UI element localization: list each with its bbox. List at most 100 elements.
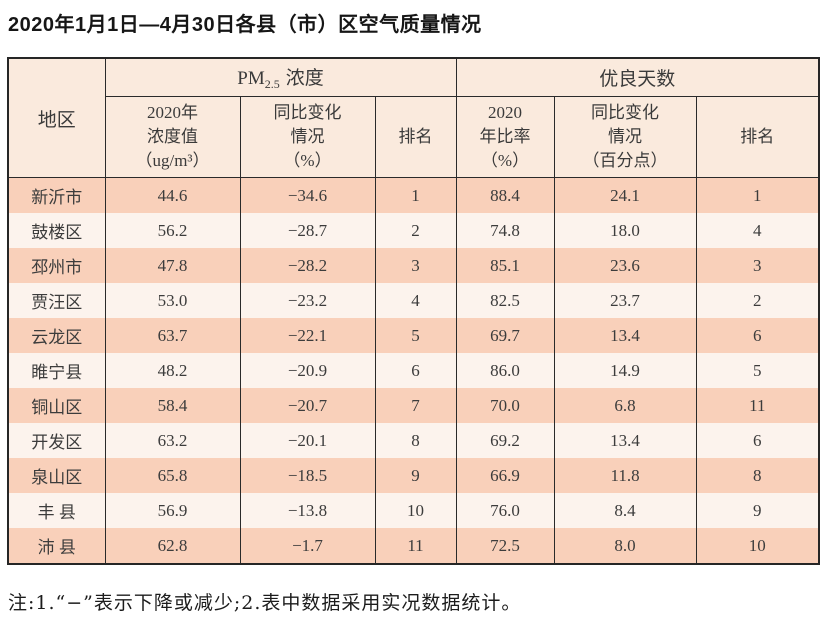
air-quality-table: 地区 PM2.5 浓度 优良天数 2020年 浓度值 （ug/m³） 同比变化 情…	[7, 57, 821, 565]
header-pm-rank: 排名	[374, 96, 457, 178]
table-row: 铜山区 58.4 −20.7 7 70.0 6.8 11	[7, 388, 820, 423]
header-region: 地区	[7, 58, 106, 178]
header-group-row: 地区 PM2.5 浓度 优良天数	[7, 58, 820, 178]
pm-value-cell: 56.2	[104, 213, 241, 248]
pm-group-suffix: 浓度	[285, 68, 324, 89]
pm-change-cell: −20.1	[239, 423, 376, 458]
region-cell: 邳州市	[7, 248, 106, 283]
region-cell: 云龙区	[7, 318, 106, 353]
good-ratio-cell: 69.2	[455, 423, 555, 458]
pm-change-cell: −20.7	[239, 388, 376, 423]
good-rank-cell: 6	[695, 423, 820, 458]
footnote: 注:1.“−”表示下降或减少;2.表中数据采用实况数据统计。	[8, 592, 522, 614]
table-header: 地区 PM2.5 浓度 优良天数 2020年 浓度值 （ug/m³） 同比变化 情…	[7, 58, 820, 178]
region-cell: 铜山区	[7, 388, 106, 423]
good-change-cell: 14.9	[553, 353, 697, 388]
table-row: 云龙区 63.7 −22.1 5 69.7 13.4 6	[7, 318, 820, 353]
pm-change-cell: −20.9	[239, 353, 376, 388]
table-row: 泉山区 65.8 −18.5 9 66.9 11.8 8	[7, 458, 820, 493]
header-good-ratio: 2020 年比率 （%）	[455, 96, 555, 178]
pm-label: PM	[237, 68, 265, 89]
pm-change-cell: −1.7	[239, 528, 376, 564]
good-rank-cell: 3	[695, 248, 820, 283]
pm-value-cell: 44.6	[104, 177, 241, 213]
pm-rank-cell: 8	[374, 423, 457, 458]
good-ratio-cell: 85.1	[455, 248, 555, 283]
pm-change-cell: −22.1	[239, 318, 376, 353]
pm-rank-cell: 4	[374, 283, 457, 318]
good-ratio-cell: 66.9	[455, 458, 555, 493]
region-cell: 睢宁县	[7, 353, 106, 388]
header-pm-value: 2020年 浓度值 （ug/m³）	[104, 96, 241, 178]
good-change-cell: 24.1	[553, 177, 697, 213]
good-change-cell: 11.8	[553, 458, 697, 493]
good-ratio-cell: 72.5	[455, 528, 555, 564]
pm-change-cell: −13.8	[239, 493, 376, 528]
good-ratio-cell: 76.0	[455, 493, 555, 528]
table-row: 贾汪区 53.0 −23.2 4 82.5 23.7 2	[7, 283, 820, 318]
pm-rank-cell: 5	[374, 318, 457, 353]
good-ratio-cell: 82.5	[455, 283, 555, 318]
region-cell: 贾汪区	[7, 283, 106, 318]
good-rank-cell: 10	[695, 528, 820, 564]
pm-rank-cell: 6	[374, 353, 457, 388]
good-rank-cell: 11	[695, 388, 820, 423]
region-cell: 泉山区	[7, 458, 106, 493]
table-row: 新沂市 44.6 −34.6 1 88.4 24.1 1	[7, 177, 820, 213]
pm-value-cell: 65.8	[104, 458, 241, 493]
good-rank-cell: 1	[695, 177, 820, 213]
pm-subscript: 2.5	[264, 77, 280, 91]
pm-change-cell: −23.2	[239, 283, 376, 318]
pm-rank-cell: 11	[374, 528, 457, 564]
good-rank-cell: 2	[695, 283, 820, 318]
pm-rank-cell: 7	[374, 388, 457, 423]
good-change-cell: 6.8	[553, 388, 697, 423]
pm-value-cell: 53.0	[104, 283, 241, 318]
region-cell: 新沂市	[7, 177, 106, 213]
table-row: 丰 县 56.9 −13.8 10 76.0 8.4 9	[7, 493, 820, 528]
good-change-cell: 8.4	[553, 493, 697, 528]
region-cell: 开发区	[7, 423, 106, 458]
good-ratio-cell: 69.7	[455, 318, 555, 353]
pm-rank-cell: 1	[374, 177, 457, 213]
page-title: 2020年1月1日—4月30日各县（市）区空气质量情况	[8, 14, 482, 36]
table-row: 沛 县 62.8 −1.7 11 72.5 8.0 10	[7, 528, 820, 564]
good-ratio-cell: 88.4	[455, 177, 555, 213]
pm-rank-cell: 3	[374, 248, 457, 283]
pm-value-cell: 63.7	[104, 318, 241, 353]
table-wrapper: 地区 PM2.5 浓度 优良天数 2020年 浓度值 （ug/m³） 同比变化 情…	[7, 57, 821, 565]
header-pm25-group: PM2.5 浓度	[104, 58, 457, 97]
pm-rank-cell: 9	[374, 458, 457, 493]
good-rank-cell: 4	[695, 213, 820, 248]
good-change-cell: 13.4	[553, 318, 697, 353]
region-cell: 丰 县	[7, 493, 106, 528]
pm-value-cell: 63.2	[104, 423, 241, 458]
pm-change-cell: −28.7	[239, 213, 376, 248]
header-pm-change: 同比变化 情况 （%）	[239, 96, 376, 178]
table-row: 睢宁县 48.2 −20.9 6 86.0 14.9 5	[7, 353, 820, 388]
pm-change-cell: −34.6	[239, 177, 376, 213]
pm-change-cell: −18.5	[239, 458, 376, 493]
pm-change-cell: −28.2	[239, 248, 376, 283]
header-gooddays-group: 优良天数	[455, 58, 820, 97]
pm-value-cell: 47.8	[104, 248, 241, 283]
good-change-cell: 23.6	[553, 248, 697, 283]
header-sub-row: 2020年 浓度值 （ug/m³） 同比变化 情况 （%） 排名 2020 年比…	[8, 96, 820, 178]
header-good-rank: 排名	[695, 96, 820, 178]
good-change-cell: 18.0	[553, 213, 697, 248]
header-good-change: 同比变化 情况 （百分点）	[553, 96, 697, 178]
pm-value-cell: 58.4	[104, 388, 241, 423]
good-rank-cell: 8	[695, 458, 820, 493]
good-rank-cell: 6	[695, 318, 820, 353]
good-ratio-cell: 70.0	[455, 388, 555, 423]
region-cell: 沛 县	[7, 528, 106, 564]
pm-rank-cell: 10	[374, 493, 457, 528]
good-ratio-cell: 86.0	[455, 353, 555, 388]
good-ratio-cell: 74.8	[455, 213, 555, 248]
good-change-cell: 23.7	[553, 283, 697, 318]
good-change-cell: 8.0	[553, 528, 697, 564]
table-row: 鼓楼区 56.2 −28.7 2 74.8 18.0 4	[7, 213, 820, 248]
pm-value-cell: 48.2	[104, 353, 241, 388]
table-row: 邳州市 47.8 −28.2 3 85.1 23.6 3	[7, 248, 820, 283]
